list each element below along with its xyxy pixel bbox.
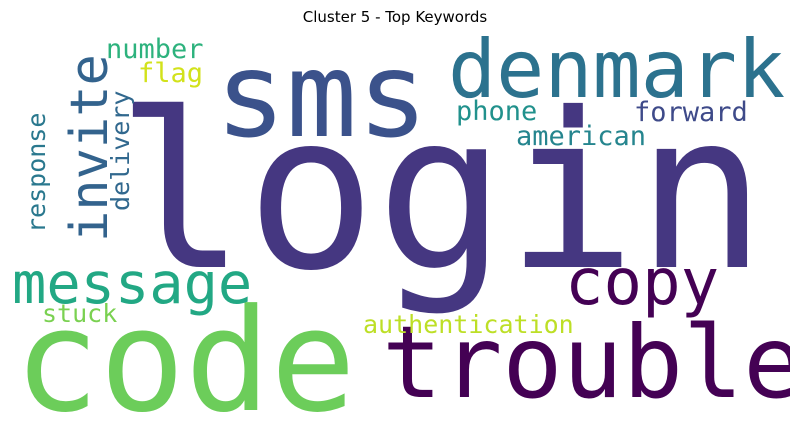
word-message: message: [12, 251, 253, 317]
word-stuck: stuck: [42, 299, 118, 328]
word-sms: sms: [215, 26, 429, 164]
word-flag: flag: [138, 58, 204, 89]
word-american: american: [516, 121, 647, 152]
word-delivery: delivery: [106, 90, 135, 211]
word-login: login: [116, 67, 767, 318]
word-authentication: authentication: [363, 310, 574, 339]
word-denmark: denmark: [448, 23, 786, 116]
word-trouble: trouble: [382, 304, 790, 421]
word-response: response: [22, 112, 51, 233]
word-copy: copy: [565, 246, 720, 320]
word-number: number: [106, 34, 204, 65]
word-forward: forward: [634, 97, 748, 128]
word-cloud: login sms denmark code trouble copy mess…: [8, 23, 790, 433]
word-phone: phone: [456, 96, 538, 127]
chart-title: Cluster 5 - Top Keywords: [302, 8, 488, 26]
word-code: code: [14, 279, 356, 444]
